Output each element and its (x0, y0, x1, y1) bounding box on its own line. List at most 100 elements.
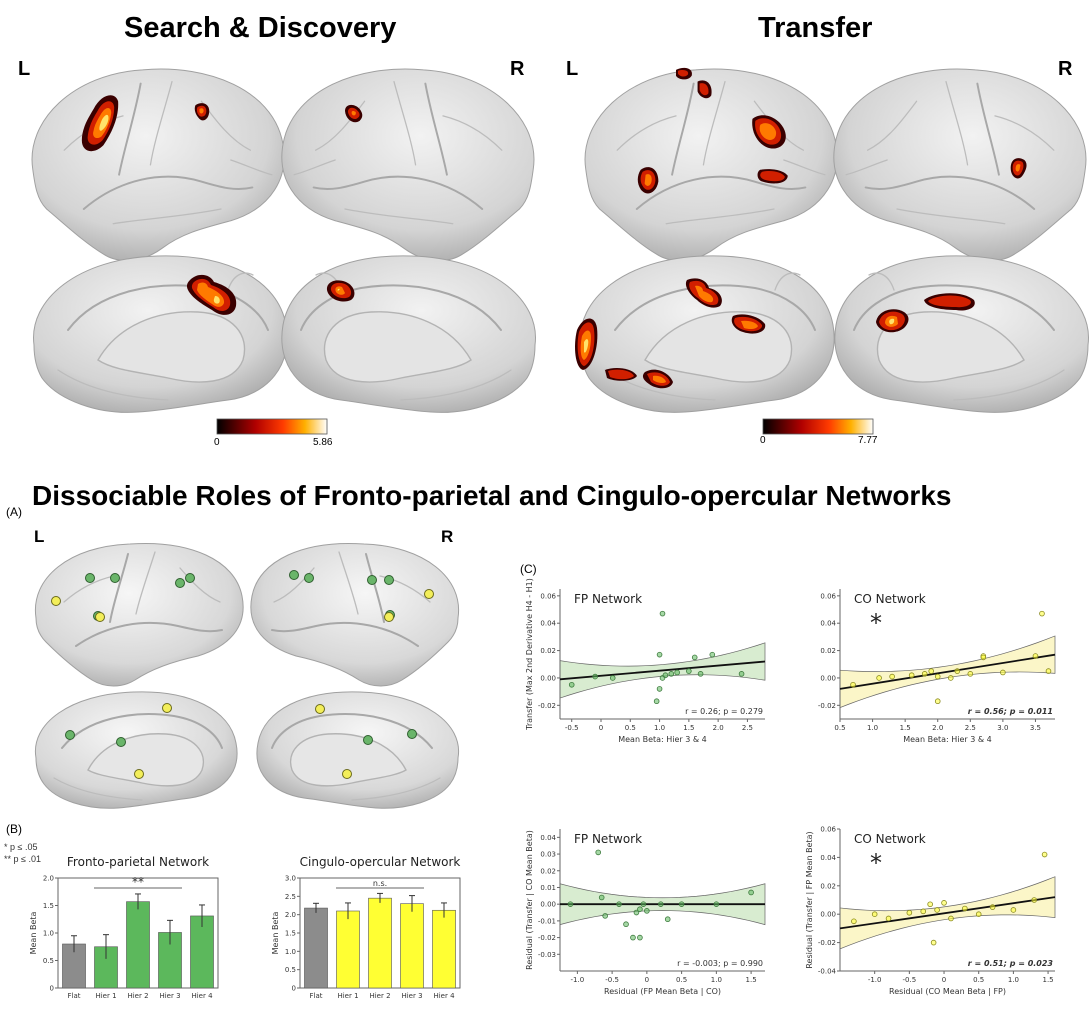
x-axis-label: Mean Beta: Hier 3 & 4 (618, 735, 707, 744)
legend-p01: ** p ≤ .01 (4, 854, 41, 864)
panel-b-label: (B) (6, 822, 22, 836)
y-tick-label: -0.02 (538, 934, 556, 942)
y-tick-label: 1.0 (285, 948, 296, 956)
data-point (686, 668, 692, 674)
data-point (748, 889, 754, 896)
y-tick-label: 0.00 (820, 674, 836, 682)
stat-annotation: r = -0.003; p = 0.990 (677, 959, 763, 968)
fp-residual-scatter: -0.03 -0.02 -0.01 0.00 0.01 0.02 0.03 0.04 -1.0 -… (525, 829, 766, 996)
bar (432, 909, 456, 989)
y-tick-label: -0.03 (538, 951, 556, 959)
left-hemi-label-transfer: L (566, 58, 579, 80)
colorbar-search (216, 418, 328, 435)
legend-p05: * p ≤ .05 (4, 842, 38, 852)
data-point (850, 681, 856, 688)
x-tick-label: Hier 1 (337, 992, 358, 1000)
data-point (1039, 610, 1045, 617)
colorbar-transfer-min: 0 (760, 435, 766, 446)
data-point (616, 901, 622, 907)
data-point (568, 681, 575, 688)
y-tick-label: 0.00 (540, 901, 556, 909)
x-tick-label: Flat (309, 992, 322, 1000)
data-point (697, 671, 704, 677)
y-tick-label: 0.06 (540, 592, 556, 600)
y-tick-label: 0.03 (540, 851, 556, 859)
y-tick-label: 1.5 (43, 902, 54, 910)
fit-line (839, 653, 1056, 690)
data-point (656, 651, 663, 658)
stat-annotation: r = 0.56; p = 0.011 (968, 707, 1053, 716)
x-tick-label: 0 (599, 724, 603, 732)
bar (126, 901, 150, 989)
data-point (967, 671, 974, 677)
scatter-title: CO Network (854, 592, 926, 606)
data-point (709, 651, 716, 658)
y-tick-label: 0 (292, 985, 296, 993)
x-tick-label: 1.5 (1042, 976, 1053, 984)
brain-maps (31, 67, 1089, 435)
y-tick-label: 0.04 (540, 620, 556, 628)
y-tick-label: 2.0 (285, 911, 296, 919)
network-node-brains (34, 542, 460, 810)
data-point (975, 911, 982, 917)
stat-annotation: r = 0.51; p = 0.023 (968, 959, 1054, 968)
y-tick-label: -0.04 (818, 968, 837, 976)
data-point (678, 901, 685, 907)
data-point (934, 673, 941, 680)
y-tick-label: 1.0 (43, 930, 54, 938)
data-point (920, 908, 927, 915)
colorbar-transfer-max: 7.77 (858, 435, 878, 446)
x-tick-label: 0 (645, 976, 649, 984)
y-tick-label: -0.01 (538, 917, 556, 925)
y-tick-label: 1.5 (285, 930, 296, 938)
y-tick-label: 0.04 (820, 620, 836, 628)
co-residual-scatter: -0.04 -0.02 0.00 0.02 0.04 0.06 -1.0 -0.5 0 0.5 1.… (805, 826, 1056, 996)
y-axis-label: Mean Beta (271, 912, 280, 955)
x-tick-label: 1.5 (900, 724, 911, 732)
x-tick-label: 2.5 (742, 724, 753, 732)
y-tick-label: -0.02 (818, 939, 836, 947)
data-point (623, 921, 629, 928)
data-point (930, 939, 937, 946)
significance-star: * (870, 849, 882, 877)
y-tick-label: -0.02 (818, 702, 836, 710)
x-tick-label: 1.5 (746, 976, 757, 984)
y-tick-label: 0.04 (540, 834, 556, 842)
data-point (668, 671, 675, 677)
x-tick-label: 2.0 (932, 724, 943, 732)
x-tick-label: -0.5 (903, 976, 917, 984)
y-axis-label: Transfer (Max 2nd Derivative H4 - H1) (525, 578, 534, 731)
scatter-title: FP Network (574, 832, 642, 846)
data-point (674, 669, 680, 676)
bar (368, 897, 392, 989)
x-tick-label: 1.5 (683, 724, 694, 732)
right-hemi-label-networks: R (441, 527, 454, 546)
left-hemi-label-networks: L (34, 527, 45, 546)
x-tick-label: Hier 2 (127, 992, 148, 1000)
bar (304, 907, 328, 989)
bar (400, 903, 424, 989)
fp-transfer-scatter: -0.02 0.00 0.02 0.04 0.06 -0.5 0 0.5 1.0 1.5 2.0 2.… (525, 578, 766, 744)
colorbar-transfer (762, 418, 874, 435)
y-tick-label: 2.5 (285, 893, 296, 901)
x-tick-label: 1.0 (867, 724, 878, 732)
x-tick-label: 0.5 (834, 724, 845, 732)
bar-chart-title: Fronto-parietal Network (67, 855, 209, 869)
data-point (876, 675, 882, 681)
x-tick-label: -0.5 (565, 724, 579, 732)
x-tick-label: Hier 3 (401, 992, 422, 1000)
data-point (908, 672, 915, 679)
data-point (633, 909, 640, 916)
x-tick-label: Hier 3 (159, 992, 180, 1000)
transfer-title: Transfer (758, 12, 873, 44)
co-bar-chart: Cingulo-opercular Network Mean Beta 0 0.5 1.… (271, 855, 461, 1000)
data-point (738, 671, 745, 677)
data-point (889, 673, 895, 680)
y-tick-label: -0.02 (538, 702, 556, 710)
x-tick-label: 0.5 (973, 976, 984, 984)
x-tick-label: -0.5 (605, 976, 619, 984)
data-point (962, 905, 968, 912)
colorbar-search-max: 5.86 (313, 437, 333, 448)
data-point (1010, 907, 1017, 913)
panel-c-label: (C) (520, 562, 537, 576)
